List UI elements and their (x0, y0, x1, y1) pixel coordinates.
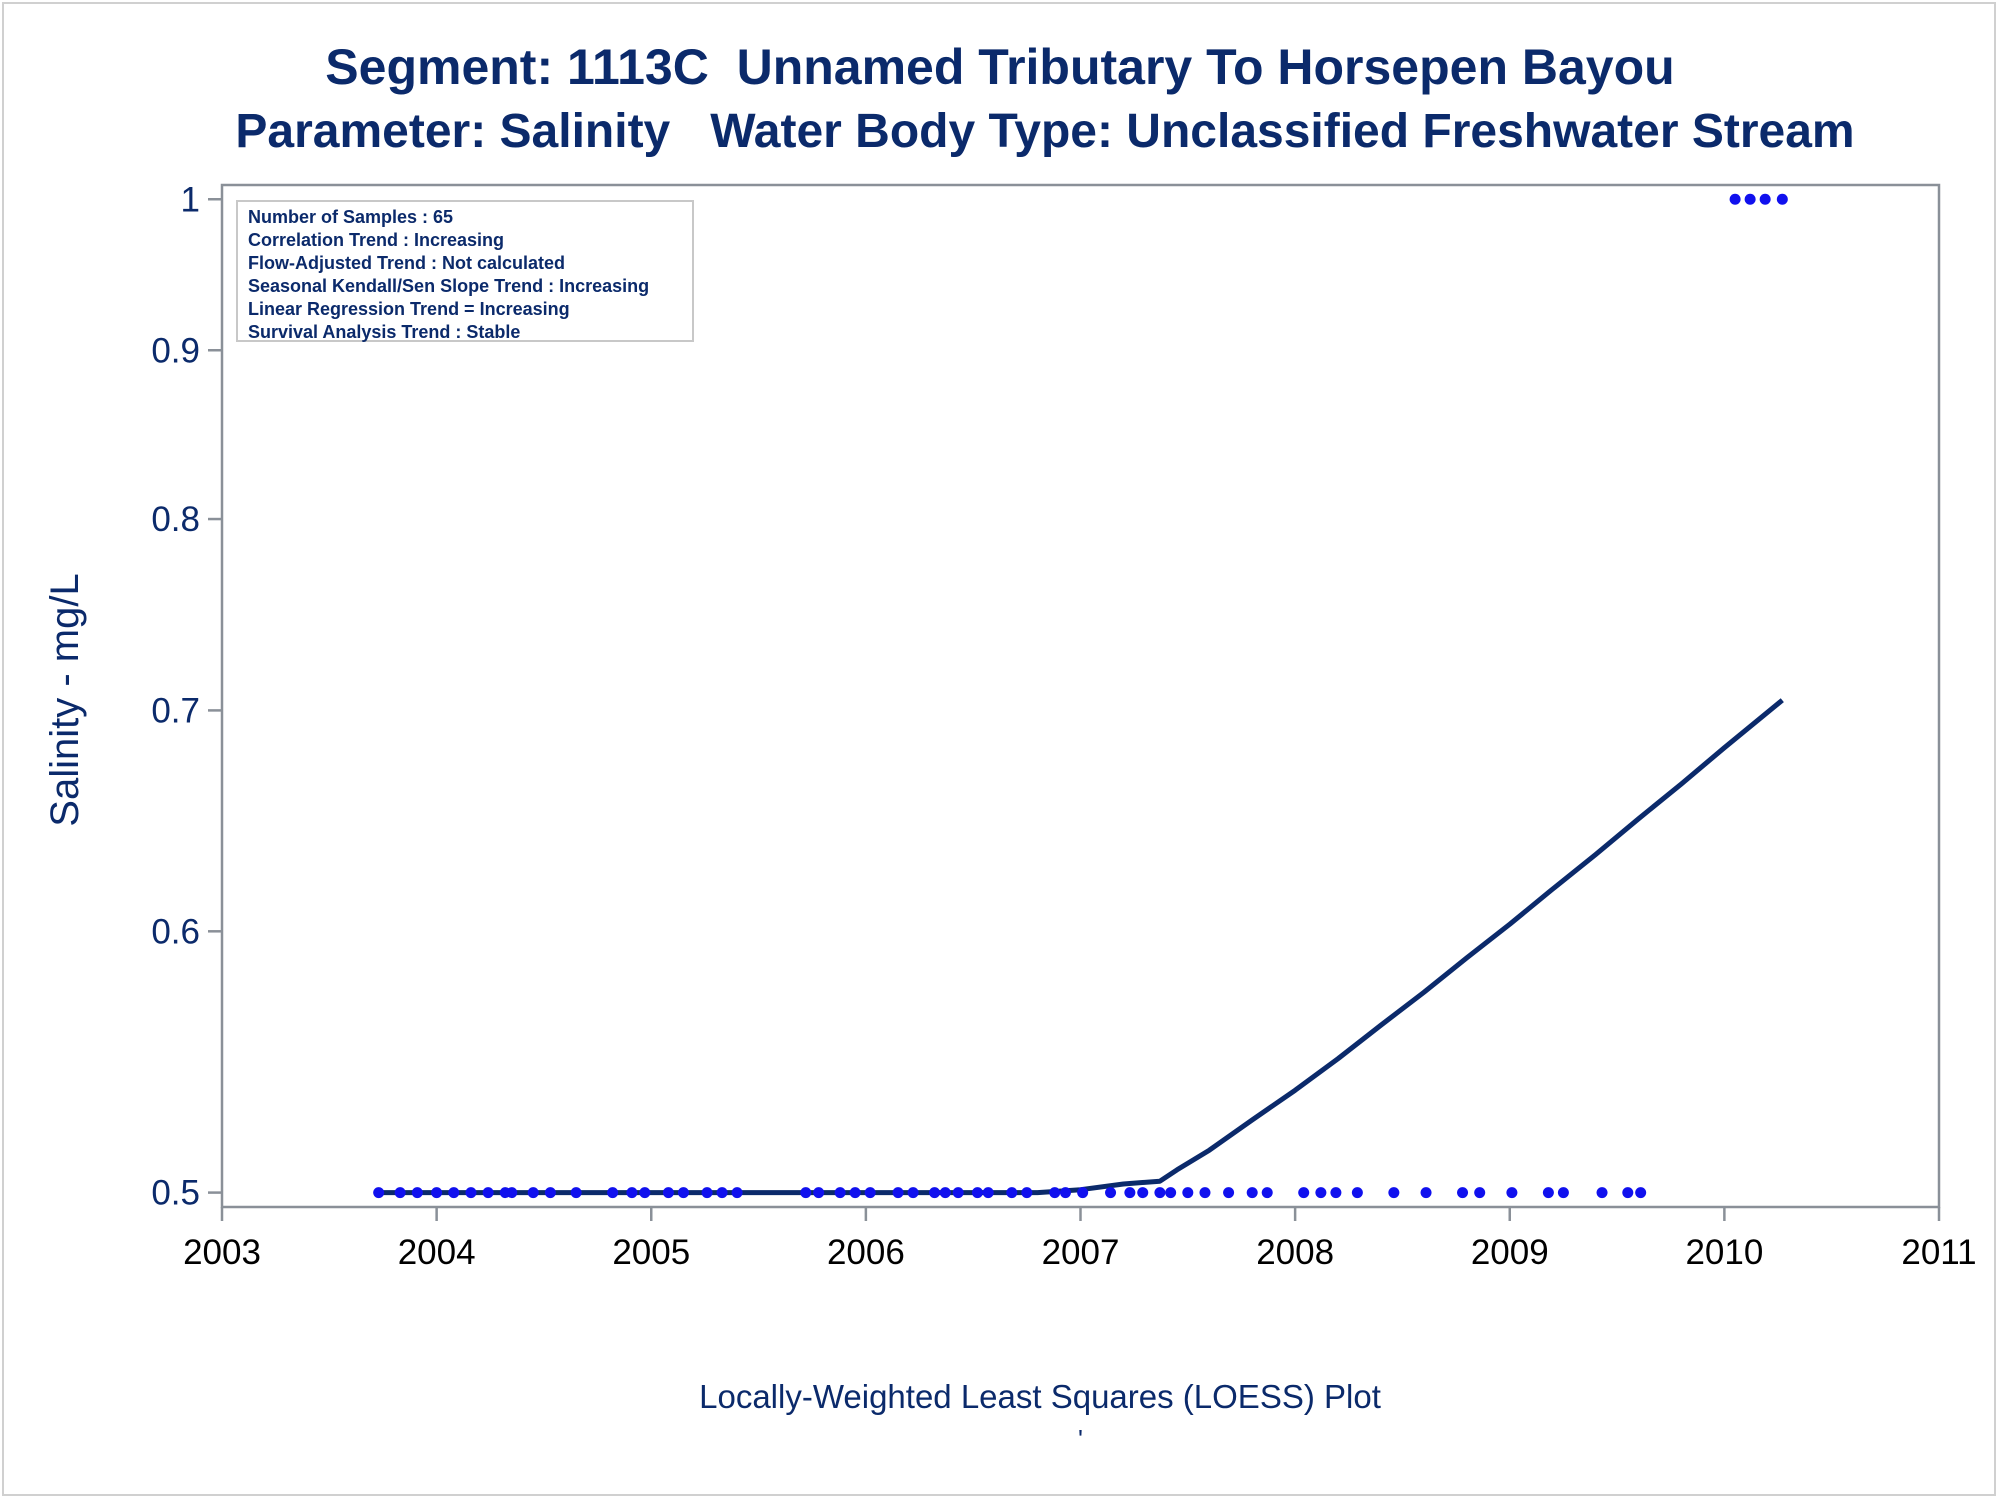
data-point (1744, 193, 1756, 205)
sample-points-layer (373, 193, 1788, 1199)
data-point (1154, 1187, 1166, 1199)
footnote-mark: ' (1078, 1424, 1083, 1454)
x-tick-label: 2005 (612, 1233, 690, 1272)
stat-flow-adjusted-trend: Flow-Adjusted Trend : Not calculated (248, 253, 566, 273)
data-point (716, 1187, 728, 1199)
data-point (465, 1187, 477, 1199)
data-point (1199, 1187, 1211, 1199)
data-point (971, 1187, 983, 1199)
data-point (1315, 1187, 1327, 1199)
data-point (892, 1187, 904, 1199)
data-point (1729, 193, 1741, 205)
data-point (482, 1187, 494, 1199)
data-point (982, 1187, 994, 1199)
data-point (411, 1187, 423, 1199)
data-point (1049, 1187, 1061, 1199)
data-point (849, 1187, 861, 1199)
loess-trend-line (378, 698, 1784, 1196)
data-point (1165, 1187, 1177, 1199)
data-point (626, 1187, 638, 1199)
x-tick-label: 2011 (1901, 1233, 1976, 1272)
data-point (939, 1187, 951, 1199)
plot-footnote: Locally-Weighted Least Squares (LOESS) P… (699, 1378, 1381, 1415)
data-point (952, 1187, 964, 1199)
data-point (1557, 1187, 1569, 1199)
y-tick-label: 0.5 (151, 1174, 200, 1213)
data-point (1137, 1187, 1149, 1199)
data-point (506, 1187, 518, 1199)
stat-linear-regression-trend: Linear Regression Trend = Increasing (248, 299, 570, 319)
data-point (907, 1187, 919, 1199)
data-point (1759, 193, 1771, 205)
data-point (662, 1187, 674, 1199)
trend-stats-box: Number of Samples : 65 Correlation Trend… (236, 200, 694, 342)
data-point (1261, 1187, 1273, 1199)
x-tick-label: 2006 (827, 1233, 905, 1272)
y-tick-label: 0.6 (151, 912, 200, 951)
data-point (1006, 1187, 1018, 1199)
chart-title: Segment: 1113C Unnamed Tributary To Hors… (325, 39, 1675, 95)
y-tick-label: 0.9 (151, 331, 200, 370)
data-point (1776, 193, 1788, 205)
data-point (431, 1187, 443, 1199)
data-point (834, 1187, 846, 1199)
x-tick-label: 2010 (1685, 1233, 1763, 1272)
y-tick-label: 0.8 (151, 500, 200, 539)
data-point (1596, 1187, 1608, 1199)
x-tick-label: 2003 (183, 1233, 261, 1272)
data-point (1420, 1187, 1432, 1199)
x-tick-label: 2004 (398, 1233, 476, 1272)
data-point (731, 1187, 743, 1199)
data-point (1474, 1187, 1486, 1199)
y-tick-label: 1 (181, 180, 200, 219)
y-tick-label: 0.7 (151, 691, 200, 730)
loess-line-layer (378, 698, 1784, 1196)
data-point (607, 1187, 619, 1199)
stat-seasonal-kendall-trend: Seasonal Kendall/Sen Slope Trend : Incre… (248, 276, 650, 296)
data-point (448, 1187, 460, 1199)
data-point (800, 1187, 812, 1199)
data-point (677, 1187, 689, 1199)
data-point (1223, 1187, 1235, 1199)
data-point (394, 1187, 406, 1199)
data-point (1124, 1187, 1136, 1199)
data-point (929, 1187, 941, 1199)
data-point (701, 1187, 713, 1199)
data-point (864, 1187, 876, 1199)
x-tick-label: 2007 (1042, 1233, 1120, 1272)
data-point (1506, 1187, 1518, 1199)
data-point (373, 1187, 385, 1199)
data-point (570, 1187, 582, 1199)
data-point (813, 1187, 825, 1199)
data-point (639, 1187, 651, 1199)
x-tick-label: 2009 (1471, 1233, 1549, 1272)
data-point (1635, 1187, 1647, 1199)
data-point (1457, 1187, 1469, 1199)
data-point (1622, 1187, 1634, 1199)
x-tick-label: 2008 (1256, 1233, 1334, 1272)
data-point (1105, 1187, 1117, 1199)
chart-subtitle: Parameter: Salinity Water Body Type: Unc… (235, 105, 1855, 158)
data-point (1077, 1187, 1089, 1199)
data-point (1351, 1187, 1363, 1199)
data-point (1388, 1187, 1400, 1199)
data-point (1182, 1187, 1194, 1199)
stat-correlation-trend: Correlation Trend : Increasing (248, 230, 505, 250)
data-point (1542, 1187, 1554, 1199)
data-point (527, 1187, 539, 1199)
axes: 0.5 0.6 0.7 0.8 0.9 1 2003 2004 2005 2006 2007 2008… (151, 180, 1976, 1272)
data-point (1330, 1187, 1342, 1199)
stat-sample-count: Number of Samples : 65 (248, 207, 454, 227)
data-point (544, 1187, 556, 1199)
stat-survival-analysis-trend: Survival Analysis Trend : Stable (248, 322, 521, 342)
data-point (1246, 1187, 1258, 1199)
data-point (1298, 1187, 1310, 1199)
y-axis-label: Salinity - mg/L (43, 573, 87, 826)
data-point (1059, 1187, 1071, 1199)
data-point (1021, 1187, 1033, 1199)
